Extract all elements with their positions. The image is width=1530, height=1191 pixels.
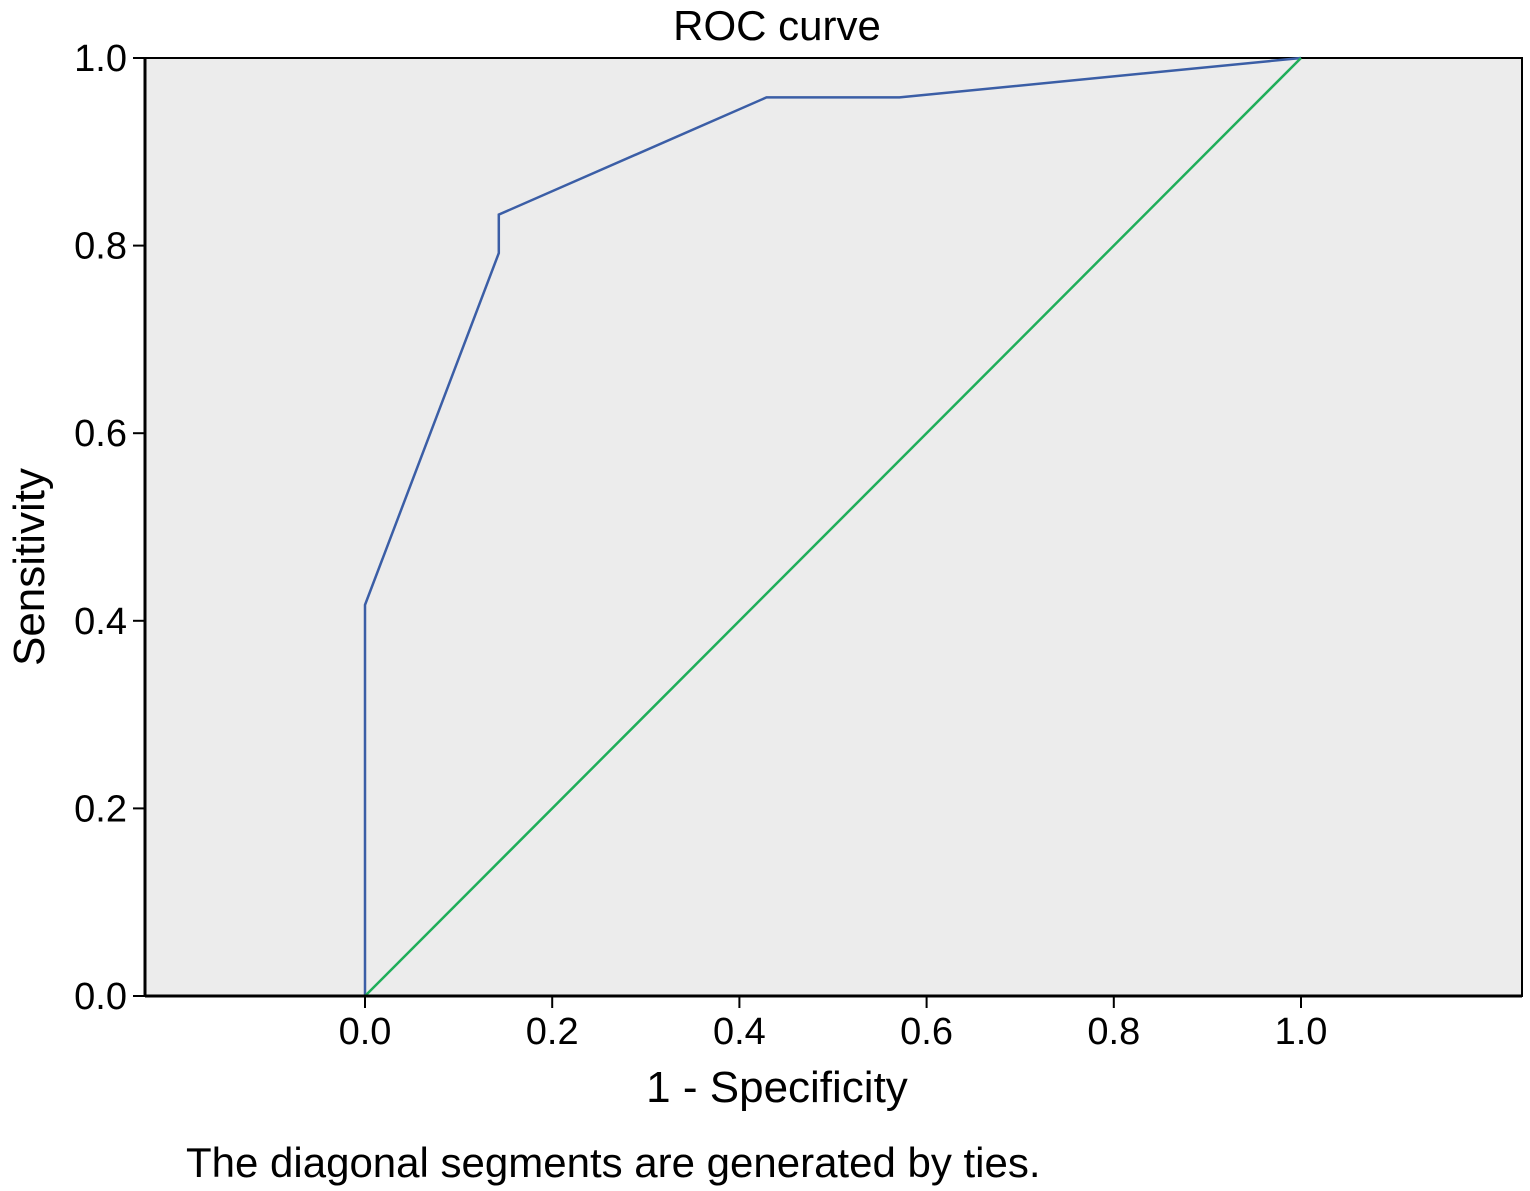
x-tick-label: 1.0: [1275, 1011, 1328, 1053]
x-tick-label: 0.6: [900, 1011, 953, 1053]
chart-footnote: The diagonal segments are generated by t…: [186, 1139, 1041, 1186]
x-tick-label: 0.8: [1087, 1011, 1140, 1053]
y-tick-label: 0.2: [74, 788, 127, 830]
x-tick-label: 0.0: [339, 1011, 392, 1053]
roc-curve-line: [363, 56, 1302, 996]
x-tick-label: 0.4: [713, 1011, 766, 1053]
x-tick-label: 0.2: [526, 1011, 579, 1053]
y-tick-label: 0.4: [74, 601, 127, 643]
y-tick-label: 1.0: [74, 38, 127, 80]
y-tick-label: 0.6: [74, 413, 127, 455]
y-axis-title: Sensitivity: [5, 468, 54, 666]
series-layer: [363, 56, 1302, 997]
chart-title: ROC curve: [673, 2, 881, 49]
y-tick-label: 0.0: [74, 976, 127, 1018]
y-tick-label: 0.8: [74, 226, 127, 268]
tick-layer: 0.0 0.2 0.4 0.6 0.8 1.0 0.0 0.2 0.4 0.6 0.8 1.0: [74, 38, 1327, 1053]
x-axis-title: 1 - Specificity: [646, 1063, 908, 1112]
reference-diagonal-line: [364, 57, 1302, 997]
